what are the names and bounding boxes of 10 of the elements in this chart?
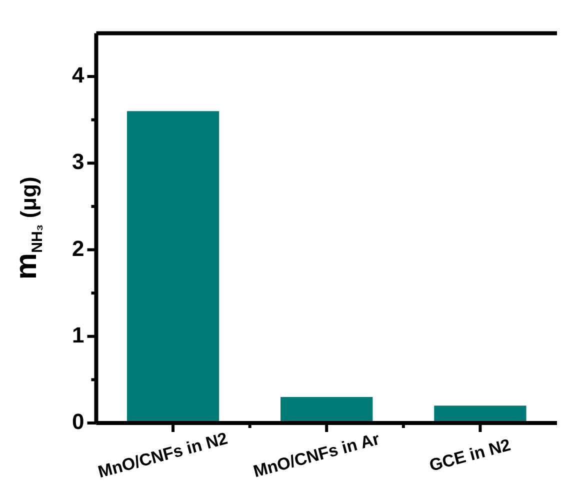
bar	[280, 397, 373, 423]
bar	[434, 406, 526, 423]
bar	[126, 111, 220, 423]
y-axis-title: mNH₃ (μg)	[10, 176, 46, 280]
y-tick-label: 4	[72, 62, 85, 88]
y-tick-label: 0	[72, 409, 84, 434]
y-tick-label: 3	[72, 149, 84, 174]
y-tick-label: 1	[72, 322, 84, 348]
y-tick-label: 2	[72, 236, 84, 261]
x-tick-label: GCE in N2	[427, 435, 513, 476]
